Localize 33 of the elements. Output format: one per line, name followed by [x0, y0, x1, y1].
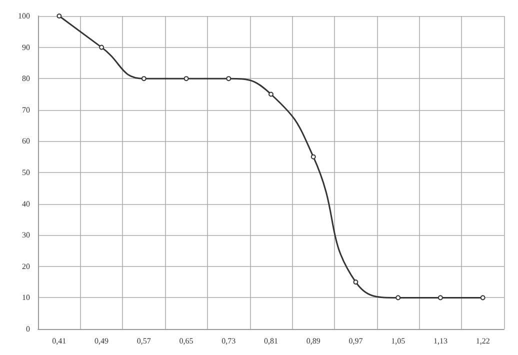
point — [184, 76, 189, 82]
x-tick-label: 0,73 — [222, 336, 236, 346]
point — [480, 295, 486, 300]
y-tick-label: 80 — [22, 74, 30, 84]
y-tick-label: 100 — [18, 12, 30, 20]
x-tick-label: 0,81 — [264, 336, 278, 346]
point — [310, 154, 316, 160]
x-tick-label: 0,89 — [306, 336, 320, 346]
y-tick-label: 20 — [22, 262, 30, 271]
point — [353, 280, 358, 285]
point — [56, 14, 62, 18]
point — [226, 76, 232, 82]
y-tick-label: 0 — [26, 324, 30, 334]
y-tick-label: 50 — [22, 168, 30, 177]
x-tick-label: 0,49 — [94, 336, 109, 346]
point — [396, 295, 401, 300]
y-tick-label: 60 — [22, 136, 30, 146]
y-tick-label: 30 — [22, 230, 30, 240]
y-tick-label: 90 — [22, 42, 30, 52]
point — [268, 92, 274, 97]
x-tick-label: 1,05 — [391, 336, 406, 346]
x-tick-label: 1,22 — [476, 336, 490, 346]
x-tick-label: 0,41 — [52, 336, 66, 346]
y-tick-label: 70 — [22, 105, 30, 114]
x-tick-label: 1,13 — [433, 336, 448, 346]
y-tick-label: 40 — [22, 199, 30, 208]
point — [438, 295, 443, 300]
point — [99, 44, 104, 50]
x-tick-label: 0,97 — [348, 336, 363, 346]
x-tick-label: 0,65 — [179, 336, 194, 346]
x-tick-label: 0,57 — [136, 336, 151, 346]
y-tick-label: 10 — [22, 293, 30, 302]
point — [141, 76, 146, 82]
